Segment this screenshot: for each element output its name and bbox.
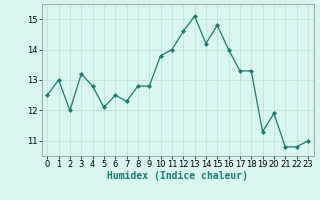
X-axis label: Humidex (Indice chaleur): Humidex (Indice chaleur) bbox=[107, 171, 248, 181]
